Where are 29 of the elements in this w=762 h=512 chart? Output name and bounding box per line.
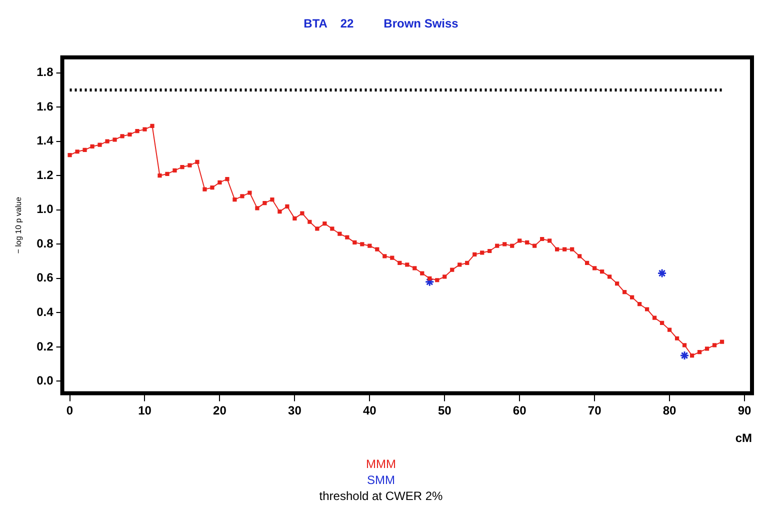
- y-tick-label: 0.2: [36, 339, 54, 354]
- x-tick-label: 40: [362, 404, 377, 418]
- y-tick-label: 1.0: [36, 202, 54, 216]
- point: [680, 350, 690, 360]
- y-tick-label: 0.6: [36, 270, 54, 285]
- x-tick-label: 10: [138, 404, 152, 418]
- point: [424, 277, 434, 287]
- text: MMM: [365, 456, 397, 472]
- x-tick-label: 60: [512, 404, 527, 418]
- y-tick-label: 1.2: [36, 168, 54, 182]
- point: [657, 268, 667, 278]
- y-axis-title: − log 10 p value: [14, 196, 24, 254]
- x-tick-label: 30: [288, 404, 302, 418]
- y-tick-label: 0.8: [36, 236, 54, 250]
- x-tick-label: 90: [738, 404, 752, 418]
- y-tick-label: 0.4: [36, 304, 54, 319]
- chart-title: BTA 22 Brown Swiss: [304, 16, 459, 31]
- x-tick-label: 0: [66, 404, 74, 418]
- x-tick-label: 70: [588, 404, 602, 418]
- y-tick-label: 1.8: [36, 65, 54, 80]
- y-tick-label: 1.6: [36, 99, 54, 114]
- text: threshold at CWER 2%: [318, 488, 444, 504]
- y-tick-label: 0.0: [36, 374, 54, 388]
- x-tick-label: 50: [438, 404, 452, 418]
- y-tick-label: 1.4: [36, 134, 54, 148]
- x-tick-label: 80: [662, 404, 677, 418]
- x-axis-title: cM: [735, 431, 752, 446]
- x-tick-label: 20: [213, 404, 227, 418]
- text: SMM: [366, 472, 396, 488]
